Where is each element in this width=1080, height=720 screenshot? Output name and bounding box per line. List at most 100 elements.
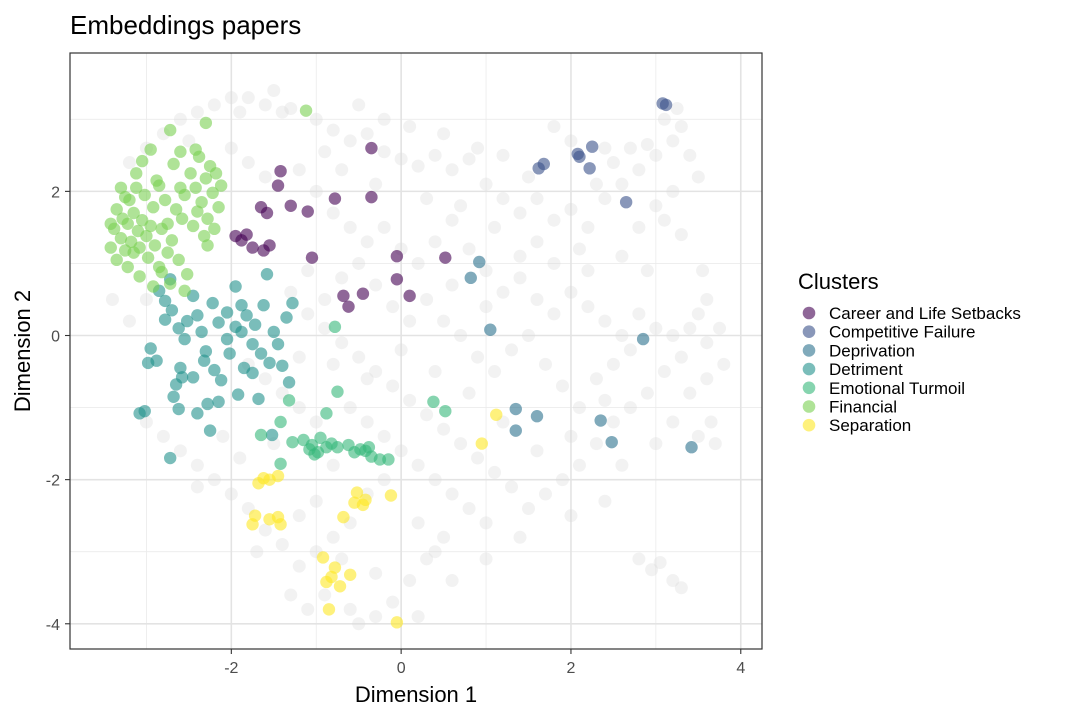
background-point	[640, 138, 654, 152]
background-point	[428, 473, 442, 487]
data-point	[212, 316, 225, 329]
data-point	[254, 428, 268, 442]
background-point	[606, 156, 620, 170]
data-point	[208, 363, 221, 377]
background-point	[683, 386, 697, 400]
data-point	[265, 428, 279, 442]
background-point	[233, 451, 247, 465]
data-point	[155, 265, 168, 279]
data-point	[165, 304, 179, 317]
background-point	[292, 509, 306, 523]
background-point	[411, 516, 425, 530]
data-point	[195, 325, 208, 339]
data-point	[356, 287, 370, 300]
data-point	[439, 404, 452, 418]
data-point	[252, 392, 265, 406]
background-point	[216, 429, 230, 443]
background-point	[471, 141, 485, 155]
data-point	[231, 388, 245, 401]
background-point	[292, 350, 306, 364]
background-point	[691, 307, 705, 321]
background-point	[122, 314, 136, 328]
data-point	[271, 469, 285, 483]
background-point	[640, 386, 654, 400]
background-point	[258, 372, 272, 386]
data-point	[322, 603, 336, 616]
data-point	[189, 181, 202, 194]
background-point	[623, 343, 637, 357]
background-point	[666, 329, 680, 343]
data-point	[530, 410, 544, 423]
axes: -2 0 2 4 -4 -2 0 2	[46, 184, 746, 677]
data-point	[201, 212, 214, 225]
legend-label: Career and Life Setbacks	[829, 304, 1021, 323]
data-point	[509, 424, 522, 437]
data-point	[537, 157, 550, 171]
data-point	[365, 141, 378, 155]
data-point	[328, 320, 342, 334]
legend-swatch	[802, 418, 816, 432]
data-point	[121, 260, 134, 274]
background-point	[360, 127, 374, 141]
background-point	[606, 357, 620, 371]
data-point	[636, 332, 650, 346]
legend-swatch	[802, 306, 816, 320]
background-point	[674, 581, 688, 595]
background-point	[420, 192, 434, 206]
data-point	[350, 486, 364, 499]
background-point	[335, 336, 349, 350]
data-point	[172, 322, 185, 335]
background-point	[437, 530, 451, 544]
data-point	[175, 212, 189, 225]
background-point	[318, 321, 332, 335]
background-point	[207, 98, 221, 112]
data-point	[384, 489, 398, 502]
background-point	[649, 437, 663, 451]
data-point	[114, 181, 128, 194]
background-point	[522, 170, 536, 184]
background-point	[437, 422, 451, 436]
background-point	[666, 574, 680, 588]
data-point	[274, 415, 287, 429]
background-point	[666, 184, 680, 198]
background-point	[352, 256, 366, 270]
background-point	[377, 473, 391, 487]
data-point	[118, 190, 132, 204]
background-point	[691, 170, 705, 184]
background-point	[572, 458, 586, 472]
background-point	[683, 148, 697, 162]
plot-border	[69, 52, 763, 650]
data-point	[439, 251, 452, 264]
data-point	[299, 104, 313, 117]
data-point	[254, 347, 268, 360]
data-point	[140, 229, 153, 243]
data-point	[286, 296, 299, 310]
background-point	[538, 487, 552, 501]
background-point	[700, 336, 714, 350]
background-point	[335, 552, 349, 566]
background-point	[505, 343, 519, 357]
data-point	[184, 167, 197, 180]
background-point	[386, 379, 400, 393]
background-point	[555, 473, 569, 487]
background-point	[309, 184, 323, 198]
background-point	[241, 156, 255, 170]
data-point	[274, 164, 287, 178]
data-point	[148, 239, 162, 252]
x-tick-label: 0	[397, 660, 406, 677]
series-deprivation	[464, 255, 698, 454]
background-point	[377, 112, 391, 126]
background-point	[445, 163, 459, 177]
background-point	[615, 329, 629, 343]
series-career-and-life-setbacks	[229, 141, 452, 313]
data-point	[209, 167, 223, 180]
background-point	[530, 235, 544, 249]
background-point	[275, 538, 289, 552]
data-point	[509, 402, 522, 416]
data-point	[585, 140, 599, 153]
background-point	[343, 401, 357, 415]
data-point	[685, 441, 698, 454]
background-point	[513, 271, 527, 285]
data-point	[174, 145, 187, 158]
data-point	[263, 356, 276, 370]
